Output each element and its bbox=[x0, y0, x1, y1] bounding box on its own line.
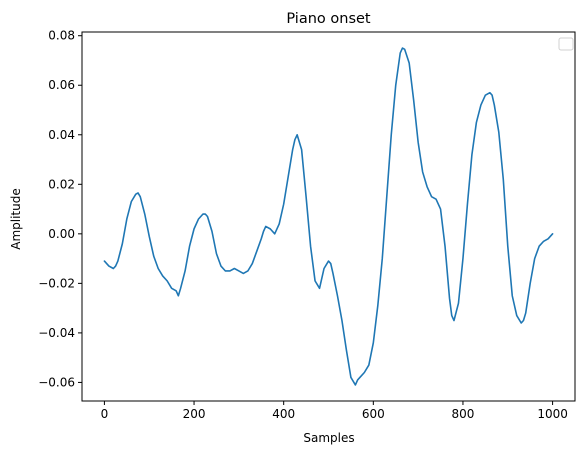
y-tick-label: 0.08 bbox=[48, 29, 75, 43]
x-tick-label: 400 bbox=[272, 407, 295, 421]
y-tick-label: 0.02 bbox=[48, 177, 75, 191]
x-axis-label: Samples bbox=[303, 431, 354, 445]
x-tick-label: 1000 bbox=[537, 407, 568, 421]
plot-frame bbox=[81, 31, 576, 402]
x-axis: 0 200 400 600 800 1000 bbox=[101, 401, 568, 421]
chart-title: Piano onset bbox=[286, 11, 371, 27]
y-tick-label: 0.06 bbox=[48, 78, 75, 92]
y-tick-label: 0.04 bbox=[48, 128, 75, 142]
y-tick-label: 0.00 bbox=[48, 227, 75, 241]
series-line-0 bbox=[103, 47, 554, 386]
y-tick-label: −0.04 bbox=[38, 326, 75, 340]
x-tick-label: 0 bbox=[101, 407, 109, 421]
y-tick-label: −0.06 bbox=[38, 375, 75, 389]
y-axis-label: Amplitude bbox=[9, 188, 23, 250]
plot-background bbox=[82, 32, 575, 401]
y-axis: −0.06 −0.04 −0.02 0.00 0.02 0.04 0.06 0.08 bbox=[38, 29, 82, 389]
y-tick-label: −0.02 bbox=[38, 276, 75, 290]
x-tick-label: 800 bbox=[452, 407, 475, 421]
x-tick-label: 600 bbox=[362, 407, 385, 421]
x-tick-label: 200 bbox=[183, 407, 206, 421]
plot-area bbox=[81, 31, 576, 402]
legend-box bbox=[558, 37, 574, 51]
